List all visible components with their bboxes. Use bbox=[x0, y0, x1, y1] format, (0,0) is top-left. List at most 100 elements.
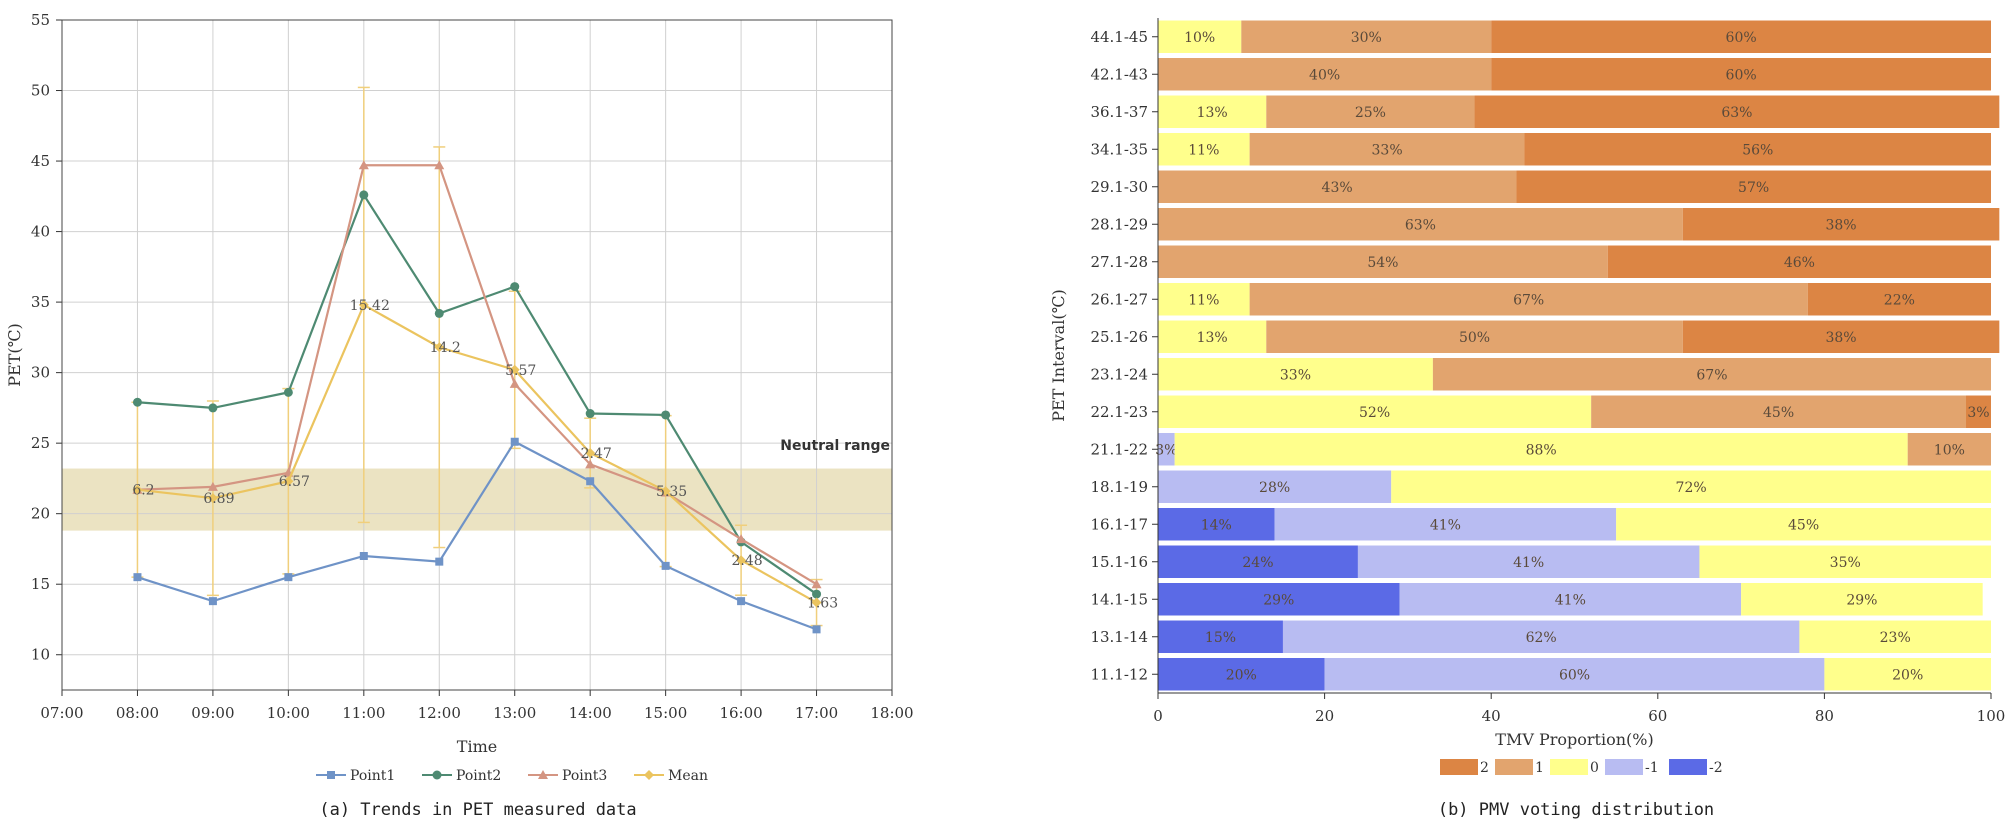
bar-label: 38% bbox=[1825, 330, 1856, 346]
bar-label: 23% bbox=[1880, 630, 1911, 646]
x-tick-label: 09:00 bbox=[191, 704, 234, 722]
legend-label: 2 bbox=[1480, 760, 1489, 776]
bar-segment bbox=[1399, 583, 1742, 616]
pet-trend-chart: 07:00 08:00 09:00 10:00 11:00 12:00 13:00 14:00… bbox=[5, 11, 914, 820]
x-tick-label: 16:00 bbox=[719, 704, 762, 722]
data-point bbox=[509, 378, 520, 388]
data-point bbox=[811, 579, 822, 589]
data-point bbox=[737, 597, 746, 606]
bar-segment bbox=[1516, 170, 1991, 203]
bar-label: 10% bbox=[1934, 442, 1965, 458]
caption-b: (b) PMV voting distribution bbox=[1438, 800, 1714, 820]
x-tick-label: 14:00 bbox=[569, 704, 612, 722]
neutral-range-band bbox=[62, 468, 892, 531]
legend-swatch bbox=[1440, 759, 1478, 775]
bar-segment bbox=[1158, 470, 1392, 503]
x-axis-label: Time bbox=[457, 737, 497, 756]
bar-segment bbox=[1682, 208, 2000, 241]
bar-segment bbox=[1391, 470, 1991, 503]
y-tick-label: 45 bbox=[31, 152, 50, 170]
bar-segment bbox=[1158, 283, 1250, 316]
bar-segment bbox=[1158, 620, 1283, 653]
data-point bbox=[509, 364, 520, 375]
bar-label: 60% bbox=[1559, 667, 1590, 683]
bar-label: 41% bbox=[1430, 517, 1461, 533]
bar-label: 13% bbox=[1197, 105, 1228, 121]
legend-marker bbox=[432, 770, 442, 780]
x-tick-label: 60 bbox=[1648, 707, 1667, 725]
y-tick-label: 44.1-45 bbox=[1090, 28, 1148, 46]
bar-label: 33% bbox=[1372, 142, 1403, 158]
bar-segment bbox=[1174, 433, 1908, 466]
y-tick-label: 23.1-24 bbox=[1090, 365, 1148, 383]
data-label: 2.48 bbox=[732, 553, 763, 569]
data-point bbox=[208, 597, 217, 606]
y-tick-label: 29.1-30 bbox=[1090, 178, 1148, 196]
x-tick-label: 07:00 bbox=[40, 704, 83, 722]
y-tick-label: 16.1-17 bbox=[1090, 515, 1148, 533]
bar-label: 60% bbox=[1726, 67, 1757, 83]
bar-label: 60% bbox=[1726, 30, 1757, 46]
y-tick-label: 50 bbox=[31, 82, 50, 100]
x-tick-label: 10:00 bbox=[267, 704, 310, 722]
bar-segment bbox=[1907, 433, 1991, 466]
bar-label: 45% bbox=[1788, 517, 1819, 533]
y-tick-label: 10 bbox=[31, 646, 50, 664]
bar-label: 57% bbox=[1738, 180, 1769, 196]
bar-segment bbox=[1158, 545, 1358, 578]
data-label: 14.2 bbox=[430, 340, 461, 356]
legend-label: -1 bbox=[1645, 760, 1659, 776]
legend-marker bbox=[644, 770, 654, 780]
data-point bbox=[434, 160, 445, 170]
y-tick-label: 30 bbox=[31, 364, 50, 382]
bar-segment bbox=[1799, 620, 1991, 653]
bar-label: 15% bbox=[1205, 630, 1236, 646]
data-point bbox=[207, 481, 218, 491]
data-point bbox=[811, 597, 822, 608]
y-tick-label: 20 bbox=[31, 505, 50, 523]
bar-label: 11% bbox=[1188, 142, 1219, 158]
bar-segment bbox=[1474, 95, 2000, 128]
bar-label: 10% bbox=[1184, 30, 1215, 46]
legend-swatch bbox=[1605, 759, 1643, 775]
y-tick-label: 34.1-35 bbox=[1090, 140, 1148, 158]
bar-label: 20% bbox=[1226, 667, 1257, 683]
bar-label: 3% bbox=[1155, 442, 1177, 458]
data-label: 6.2 bbox=[132, 483, 154, 499]
series-line-point2 bbox=[137, 192, 818, 595]
neutral-range-label: Neutral range bbox=[780, 438, 890, 454]
x-tick-label: 13:00 bbox=[493, 704, 536, 722]
bar-segment bbox=[1741, 583, 1983, 616]
legend-label: Point2 bbox=[456, 768, 501, 784]
x-tick-label: 80 bbox=[1815, 707, 1834, 725]
data-point bbox=[358, 160, 369, 170]
data-point bbox=[660, 486, 671, 497]
bar-segment bbox=[1524, 133, 1991, 166]
caption-a: (a) Trends in PET measured data bbox=[319, 800, 636, 820]
bar-segment bbox=[1158, 320, 1267, 353]
data-point bbox=[812, 589, 822, 599]
bar-segment bbox=[1158, 433, 1175, 466]
bar-label: 22% bbox=[1884, 292, 1915, 308]
bar-segment bbox=[1682, 320, 2000, 353]
bar-segment bbox=[1266, 95, 1475, 128]
y-tick-label: 25.1-26 bbox=[1090, 328, 1148, 346]
bar-segment bbox=[1241, 20, 1492, 53]
bar-segment bbox=[1158, 583, 1400, 616]
bar-label: 29% bbox=[1846, 592, 1877, 608]
bar-label: 3% bbox=[1967, 405, 1989, 421]
y-tick-label: 26.1-27 bbox=[1090, 290, 1148, 308]
y-tick-label: 15 bbox=[31, 575, 50, 593]
bar-segment bbox=[1158, 508, 1275, 541]
bar-segment bbox=[1357, 545, 1700, 578]
y-axis-label: PET(℃) bbox=[5, 323, 24, 387]
bar-label: 46% bbox=[1784, 255, 1815, 271]
data-point bbox=[736, 534, 747, 544]
plot-frame bbox=[61, 19, 893, 691]
legend-label: -2 bbox=[1709, 760, 1723, 776]
bar-label: 29% bbox=[1263, 592, 1294, 608]
data-point bbox=[208, 403, 218, 413]
bar-label: 13% bbox=[1197, 330, 1228, 346]
